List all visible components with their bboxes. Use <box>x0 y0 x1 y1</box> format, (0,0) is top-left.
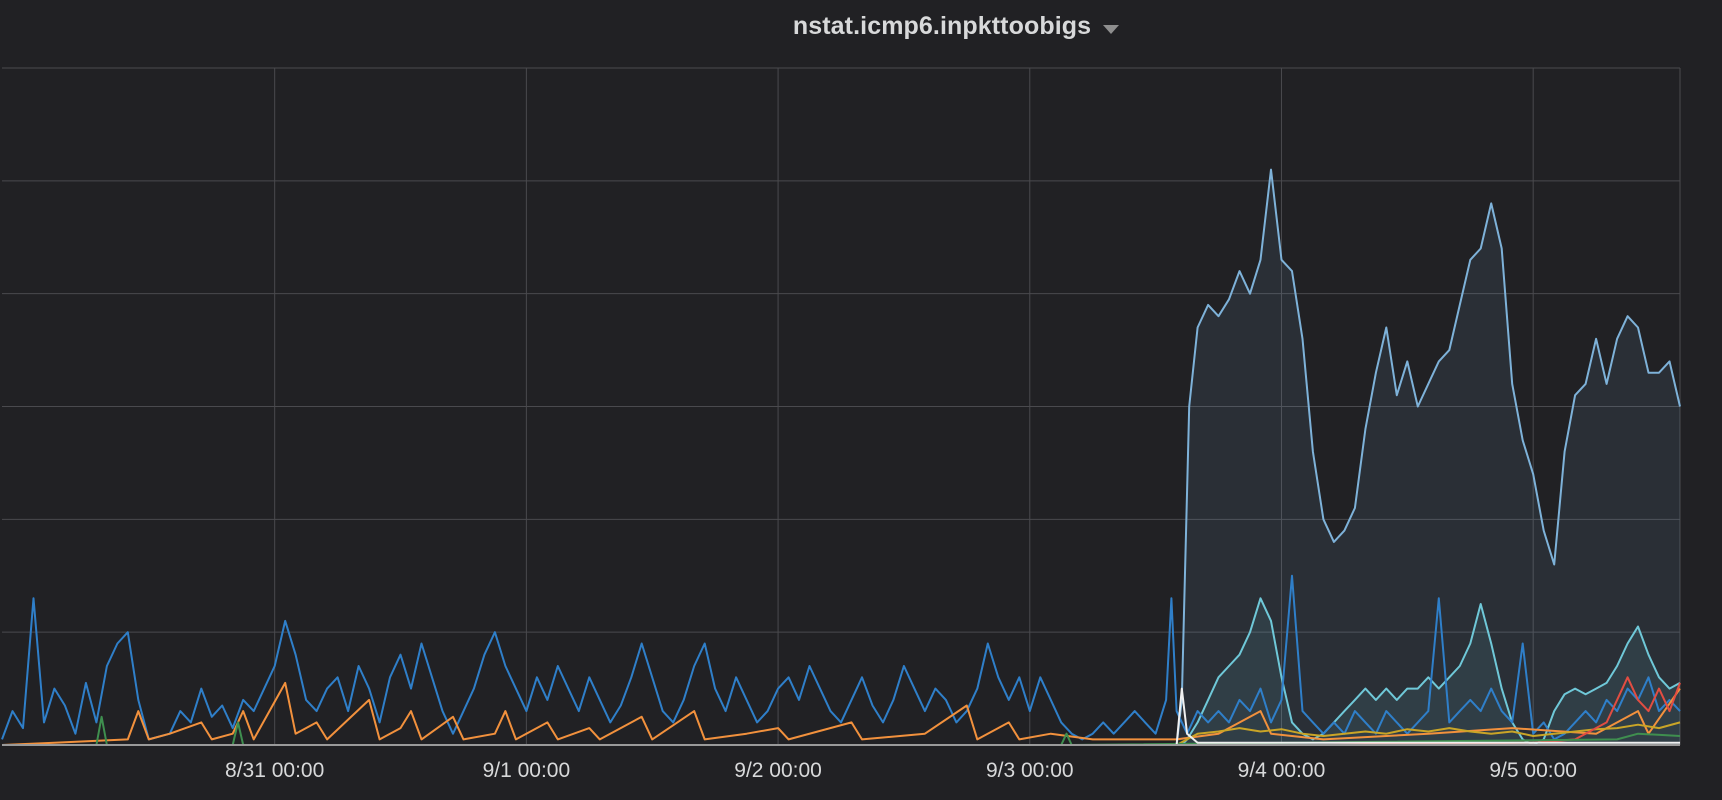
panel-title: nstat.icmp6.inpkttoobigs <box>792 11 1092 40</box>
caret-down-icon[interactable] <box>1103 24 1120 34</box>
panel-title-menu[interactable]: nstat.icmp6.inpkttoobigs <box>785 10 1127 43</box>
x-tick-label: 9/1 00:00 <box>483 759 571 782</box>
x-tick-label: 8/31 00:00 <box>225 759 324 782</box>
series-line-3 <box>1 681 1681 746</box>
series-line-4 <box>2 721 1681 746</box>
series-area-1 <box>2 598 1680 745</box>
series-area-0 <box>2 169 1680 746</box>
x-tick-label: 9/2 00:00 <box>734 759 822 782</box>
chart-x-axis: 8/31 00:00 9/1 00:00 9/2 00:00 9/3 00:00 9/4… <box>2 744 1680 782</box>
x-tick-label: 9/3 00:00 <box>986 759 1074 782</box>
panel-header: nstat.icmp6.inpkttoobigs <box>0 8 1722 44</box>
series-line-1 <box>2 597 1681 746</box>
chart-series-group <box>1 168 1681 746</box>
x-tick-label: 9/5 00:00 <box>1489 759 1577 782</box>
series-line-2 <box>1 574 1681 741</box>
x-tick-label: 9/4 00:00 <box>1238 759 1326 782</box>
chart-grid <box>2 67 1681 745</box>
series-line-0 <box>2 168 1681 746</box>
